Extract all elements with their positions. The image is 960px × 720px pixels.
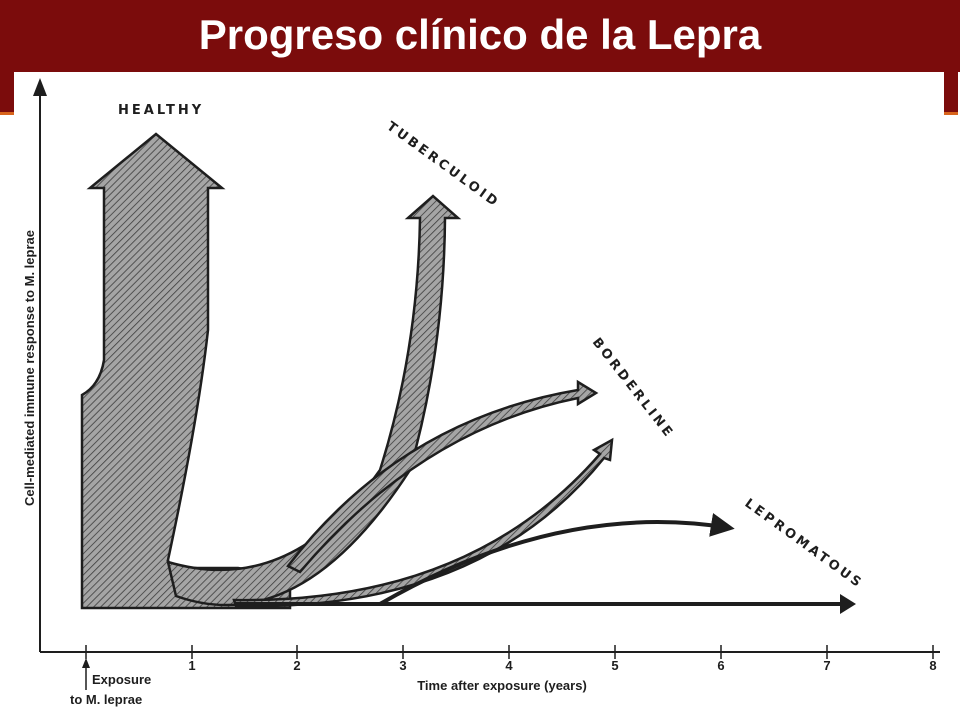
x-tick-label-1: 1 xyxy=(188,658,195,673)
x-tick-label-3: 3 xyxy=(399,658,406,673)
borderline-upper-arrow xyxy=(286,379,599,574)
x-tick-label-6: 6 xyxy=(717,658,724,673)
slide-title: Progreso clínico de la Lepra xyxy=(198,11,762,58)
x-tick-label-8: 8 xyxy=(929,658,936,673)
baseline-arrow-head-icon xyxy=(840,594,856,614)
healthy-band xyxy=(80,132,292,610)
title-accent-left xyxy=(0,112,14,115)
x-tick-label-4: 4 xyxy=(505,658,513,673)
lepromatous-curve xyxy=(378,513,735,606)
borderline-label: BORDERLINE xyxy=(589,335,677,442)
y-axis-arrow-icon xyxy=(33,78,47,96)
x-axis-label: Time after exposure (years) xyxy=(417,678,587,693)
tuberculoid-label: TUBERCULOID xyxy=(384,119,503,211)
lepromatous-label: LEPROMATOUS xyxy=(742,496,866,592)
title-bar-right-edge xyxy=(944,72,958,112)
x-tick-marks xyxy=(85,645,934,659)
title-bar-left-edge xyxy=(0,72,14,112)
title-accent-right xyxy=(944,112,958,115)
y-axis-label: Cell-mediated immune response to M. lepr… xyxy=(22,230,37,506)
healthy-label: HEALTHY xyxy=(118,103,204,118)
x-tick-label-7: 7 xyxy=(823,658,830,673)
exposure-label-agent: to M. leprae xyxy=(70,692,142,707)
title-bar xyxy=(0,0,960,72)
exposure-label: Exposure xyxy=(92,672,151,687)
x-tick-label-2: 2 xyxy=(293,658,300,673)
x-tick-label-5: 5 xyxy=(611,658,618,673)
exposure-arrow-icon xyxy=(82,658,90,668)
borderline-lower-arrow xyxy=(232,437,614,608)
x-tick-labels: 1 2 3 4 5 6 7 8 xyxy=(188,658,936,673)
